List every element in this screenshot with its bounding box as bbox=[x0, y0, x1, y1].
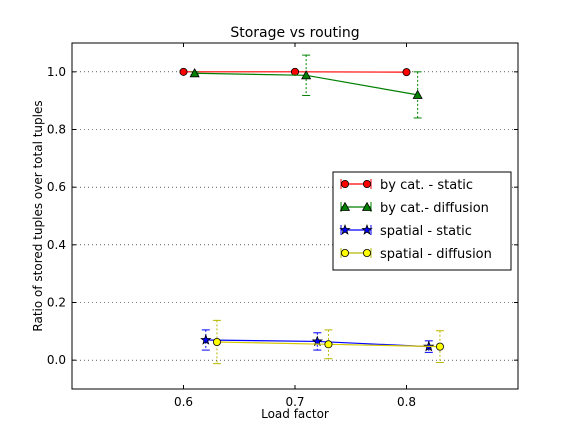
legend-marker bbox=[362, 248, 371, 257]
series-layer bbox=[179, 54, 444, 365]
data-point bbox=[301, 70, 312, 80]
data-point bbox=[324, 340, 333, 349]
legend-label: spatial - static bbox=[380, 224, 472, 239]
y-tick-label: 0.8 bbox=[47, 123, 66, 137]
legend-marker bbox=[339, 224, 351, 235]
y-tick-label: 0.0 bbox=[47, 353, 66, 367]
data-point bbox=[412, 89, 423, 99]
y-tick-label: 1.0 bbox=[47, 65, 66, 79]
data-point bbox=[200, 334, 212, 345]
data-point bbox=[311, 335, 323, 347]
y-tick-label: 0.4 bbox=[47, 238, 66, 252]
legend-label: spatial - diffusion bbox=[380, 247, 492, 262]
legend-label: by cat. - static bbox=[380, 178, 473, 193]
legend-marker bbox=[362, 179, 371, 188]
data-point bbox=[402, 68, 411, 77]
axis-ticks: 0.0 0.2 0.4 0.6 0.8 1.0 0.6 0.7 0.8 bbox=[47, 43, 518, 409]
series-1 bbox=[189, 54, 423, 119]
x-axis-label: Load factor bbox=[261, 407, 329, 421]
x-tick-label: 0.7 bbox=[285, 395, 304, 409]
legend-box bbox=[332, 171, 512, 271]
data-point bbox=[212, 338, 221, 347]
series-0 bbox=[179, 67, 411, 77]
data-point bbox=[189, 68, 200, 78]
legend-marker bbox=[361, 201, 373, 211]
y-tick-label: 0.6 bbox=[47, 180, 66, 194]
x-tick-label: 0.8 bbox=[397, 395, 416, 409]
legend-marker bbox=[361, 224, 373, 235]
chart-title: Storage vs routing bbox=[230, 25, 359, 41]
data-point bbox=[179, 67, 188, 76]
x-tick-label: 0.6 bbox=[174, 395, 193, 409]
y-tick-label: 0.2 bbox=[47, 296, 66, 310]
legend-label: by cat.- diffusion bbox=[380, 201, 489, 216]
legend-marker bbox=[340, 248, 349, 257]
legend-marker bbox=[340, 179, 349, 188]
data-point bbox=[290, 67, 299, 76]
series-2 bbox=[200, 329, 435, 353]
legend-marker bbox=[339, 201, 351, 211]
y-axis-label: Ratio of stored tuples over total tuples bbox=[31, 100, 45, 331]
series-3 bbox=[212, 319, 444, 365]
legend: by cat. - static by cat.- diffusion spatia… bbox=[332, 171, 512, 271]
data-point bbox=[435, 342, 444, 351]
